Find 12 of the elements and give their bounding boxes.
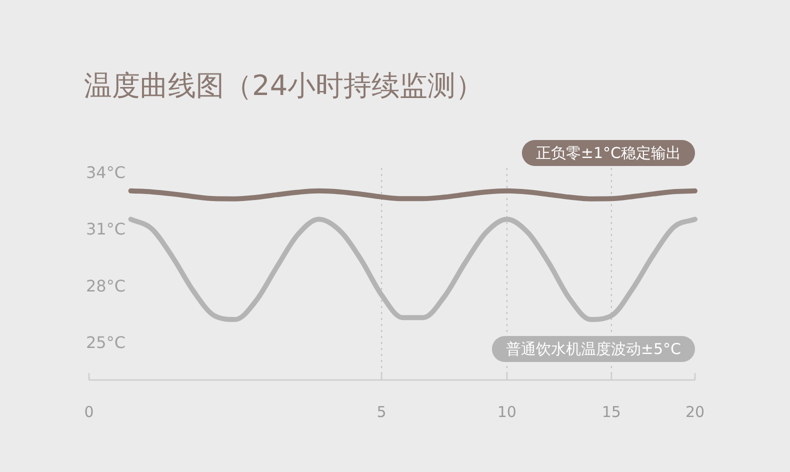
series-label: 普通饮水机温度波动±5°C (506, 340, 681, 358)
series-label: 正负零±1°C稳定输出 (536, 144, 681, 162)
x-tick: 0 (84, 403, 94, 421)
y-tick: 34°C (86, 162, 126, 182)
y-tick: 25°C (86, 332, 126, 352)
x-tick: 10 (497, 403, 516, 421)
x-tick: 5 (376, 403, 386, 421)
y-tick: 28°C (86, 276, 126, 296)
title: 温度曲线图（24小时持续监测） (84, 69, 484, 102)
y-tick: 31°C (86, 220, 126, 239)
x-tick: 15 (602, 403, 621, 421)
x-tick: 20 (685, 403, 705, 421)
